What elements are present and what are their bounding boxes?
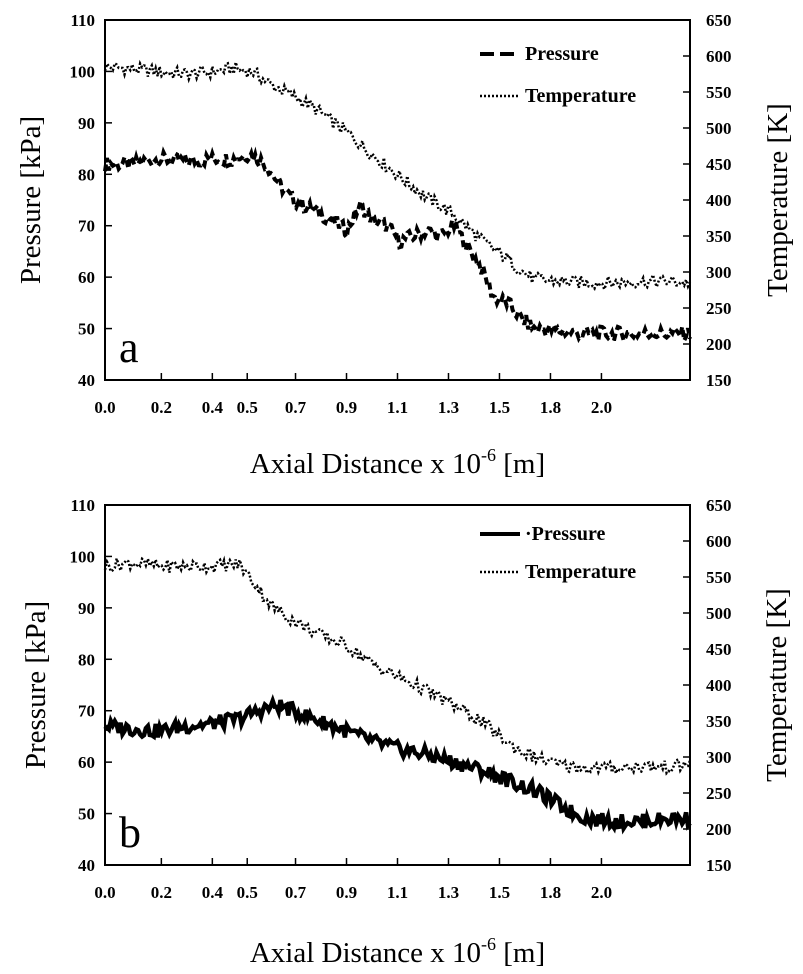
x-tick-label: 0.4: [202, 883, 224, 902]
x-tick-label: 1.8: [540, 398, 561, 417]
x-tick-label: 1.3: [438, 398, 459, 417]
x-axis-title-exponent: -6: [481, 934, 496, 954]
y-tick-label: 50: [78, 805, 95, 824]
y2-tick-label: 400: [706, 191, 732, 210]
panel-letter: a: [119, 323, 139, 372]
y-tick-label: 80: [78, 650, 95, 669]
x-tick-label: 0.0: [94, 883, 115, 902]
x-axis-title: Axial Distance x 10-6 [m]: [250, 934, 545, 969]
series-line-pressure: [103, 694, 692, 835]
chart-panel-a: 40 50 60 70 80 90 100 110 150 200 250 300 350 400 450 5…: [15, 11, 794, 480]
x-axis-title-unit: [m]: [496, 448, 545, 480]
x-tick-label: 1.8: [540, 883, 561, 902]
y2-tick-label: 550: [706, 568, 732, 587]
y2-axis-title: Temperature [K]: [761, 588, 793, 782]
x-tick-label: 1.3: [438, 883, 459, 902]
y-tick-label: 60: [78, 268, 95, 287]
x-tick-label: 0.2: [151, 883, 172, 902]
x-axis-title-exponent: -6: [481, 445, 496, 465]
y2-tick-label: 550: [706, 83, 732, 102]
y-tick-label: 60: [78, 753, 95, 772]
y-tick-label: 100: [70, 62, 96, 81]
y-tick-label: 90: [78, 114, 95, 133]
x-tick-label: 1.1: [387, 398, 408, 417]
y2-tick-label: 500: [706, 604, 732, 623]
y-axis-title: Pressure [kPa]: [20, 601, 52, 769]
series-line-pressure: [103, 146, 692, 348]
y2-tick-label: 300: [706, 748, 732, 767]
y2-tick-label: 150: [706, 371, 732, 390]
y-tick-label: 40: [78, 371, 95, 390]
y-tick-label: 40: [78, 856, 95, 875]
legend-label: Pressure: [525, 43, 599, 65]
x-tick-label: 0.9: [336, 398, 357, 417]
y2-tick-label: 500: [706, 119, 732, 138]
y2-tick-label: 600: [706, 532, 732, 551]
x-axis-title-main: Axial Distance x 10: [250, 937, 481, 969]
panel-letter: b: [119, 808, 141, 857]
x-tick-label: 1.5: [489, 883, 510, 902]
legend-label: Temperature: [525, 85, 636, 107]
x-tick-label: 2.0: [591, 398, 612, 417]
x-axis-title-main: Axial Distance x 10: [250, 448, 481, 480]
y-tick-label: 110: [70, 496, 95, 515]
y2-tick-label: 400: [706, 676, 732, 695]
x-tick-label: 0.4: [202, 398, 224, 417]
y2-tick-label: 600: [706, 47, 732, 66]
series-line-temperature: [103, 59, 692, 293]
x-tick-label: 0.9: [336, 883, 357, 902]
chart-panel-b: 40 50 60 70 80 90 100 110 150 200 250 300 350 400 450 5…: [20, 496, 793, 969]
y-axis-title: Pressure [kPa]: [15, 116, 47, 284]
x-tick-label: 0.7: [285, 398, 307, 417]
x-tick-label: 0.0: [94, 398, 115, 417]
y2-tick-label: 250: [706, 299, 732, 318]
y2-tick-label: 350: [706, 227, 732, 246]
y2-axis-title: Temperature [K]: [762, 103, 794, 297]
x-tick-label: 0.5: [237, 883, 258, 902]
y-tick-label: 110: [70, 11, 95, 30]
y-tick-label: 70: [78, 217, 95, 236]
y2-tick-label: 350: [706, 712, 732, 731]
y2-tick-label: 650: [706, 496, 732, 515]
legend-label: ·Pressure: [525, 523, 605, 545]
x-axis-title: Axial Distance x 10-6 [m]: [250, 445, 545, 480]
x-axis-title-unit: [m]: [496, 937, 545, 969]
y2-tick-label: 250: [706, 784, 732, 803]
x-tick-label: 0.5: [237, 398, 258, 417]
x-tick-label: 1.5: [489, 398, 510, 417]
y2-tick-label: 150: [706, 856, 732, 875]
x-tick-label: 1.1: [387, 883, 408, 902]
legend-label: Temperature: [525, 561, 636, 583]
y2-tick-label: 650: [706, 11, 732, 30]
y2-tick-label: 200: [706, 335, 732, 354]
y2-tick-label: 200: [706, 820, 732, 839]
y-tick-label: 70: [78, 702, 95, 721]
y2-tick-label: 450: [706, 640, 732, 659]
x-tick-label: 2.0: [591, 883, 612, 902]
y2-tick-label: 300: [706, 263, 732, 282]
x-tick-label: 0.2: [151, 398, 172, 417]
y-tick-label: 80: [78, 165, 95, 184]
y-tick-label: 100: [70, 547, 96, 566]
y2-tick-label: 450: [706, 155, 732, 174]
plot-frame: [104, 504, 691, 866]
y-tick-label: 50: [78, 320, 95, 339]
x-tick-label: 0.7: [285, 883, 307, 902]
y-tick-label: 90: [78, 599, 95, 618]
